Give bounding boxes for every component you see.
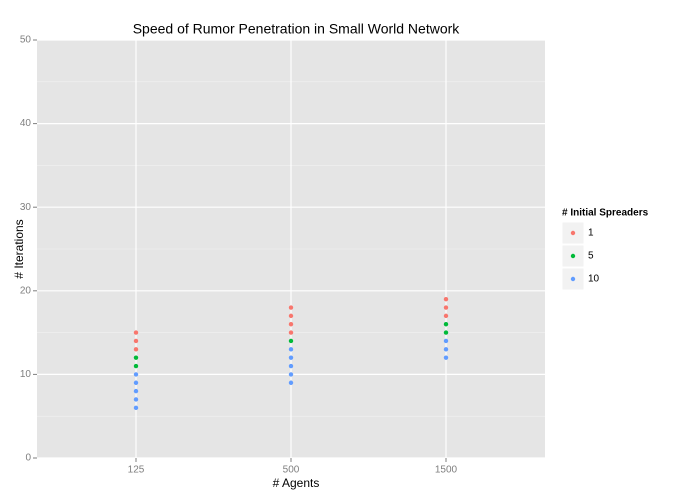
- point: [133, 330, 139, 335]
- point: [443, 296, 449, 302]
- y-axis-label: # Iterations: [12, 219, 26, 278]
- legend-label: 5: [588, 251, 594, 262]
- point: [133, 372, 139, 377]
- point: [288, 322, 294, 327]
- point: [288, 355, 294, 360]
- point: [443, 355, 449, 360]
- point: [133, 347, 139, 352]
- point: [443, 313, 449, 319]
- point: [133, 388, 139, 394]
- point: [288, 372, 294, 377]
- point: [443, 330, 449, 335]
- point: [288, 363, 294, 369]
- x-tick-label: 1500: [435, 465, 458, 476]
- y-tick-label: 30: [20, 202, 32, 213]
- y-tick-label: 0: [25, 453, 31, 464]
- point: [133, 355, 139, 360]
- point: [133, 380, 139, 385]
- point: [288, 305, 294, 310]
- chart-title: Speed of Rumor Penetration in Small Worl…: [133, 21, 461, 37]
- point: [288, 338, 294, 344]
- point: [133, 338, 139, 344]
- x-tick-label: 500: [283, 465, 300, 476]
- point: [288, 347, 294, 352]
- legend-label: 10: [588, 274, 600, 285]
- point: [443, 338, 449, 344]
- point: [288, 380, 294, 385]
- y-tick-label: 10: [20, 369, 32, 380]
- y-tick-label: 40: [20, 118, 32, 129]
- legend-title: # Initial Spreaders: [562, 208, 649, 219]
- legend-marker: [570, 276, 576, 282]
- point: [443, 305, 449, 310]
- point: [443, 347, 449, 352]
- legend-label: 1: [588, 228, 594, 239]
- y-tick-label: 20: [20, 285, 32, 296]
- x-axis-label: # Agents: [273, 476, 320, 490]
- legend-marker: [570, 230, 576, 236]
- point: [288, 330, 294, 335]
- x-tick-label: 125: [128, 465, 145, 476]
- y-tick-label: 50: [20, 35, 32, 46]
- point: [288, 313, 294, 319]
- point: [133, 397, 139, 402]
- point: [443, 322, 449, 327]
- point: [133, 363, 139, 369]
- legend-marker: [570, 253, 576, 259]
- point: [133, 405, 139, 411]
